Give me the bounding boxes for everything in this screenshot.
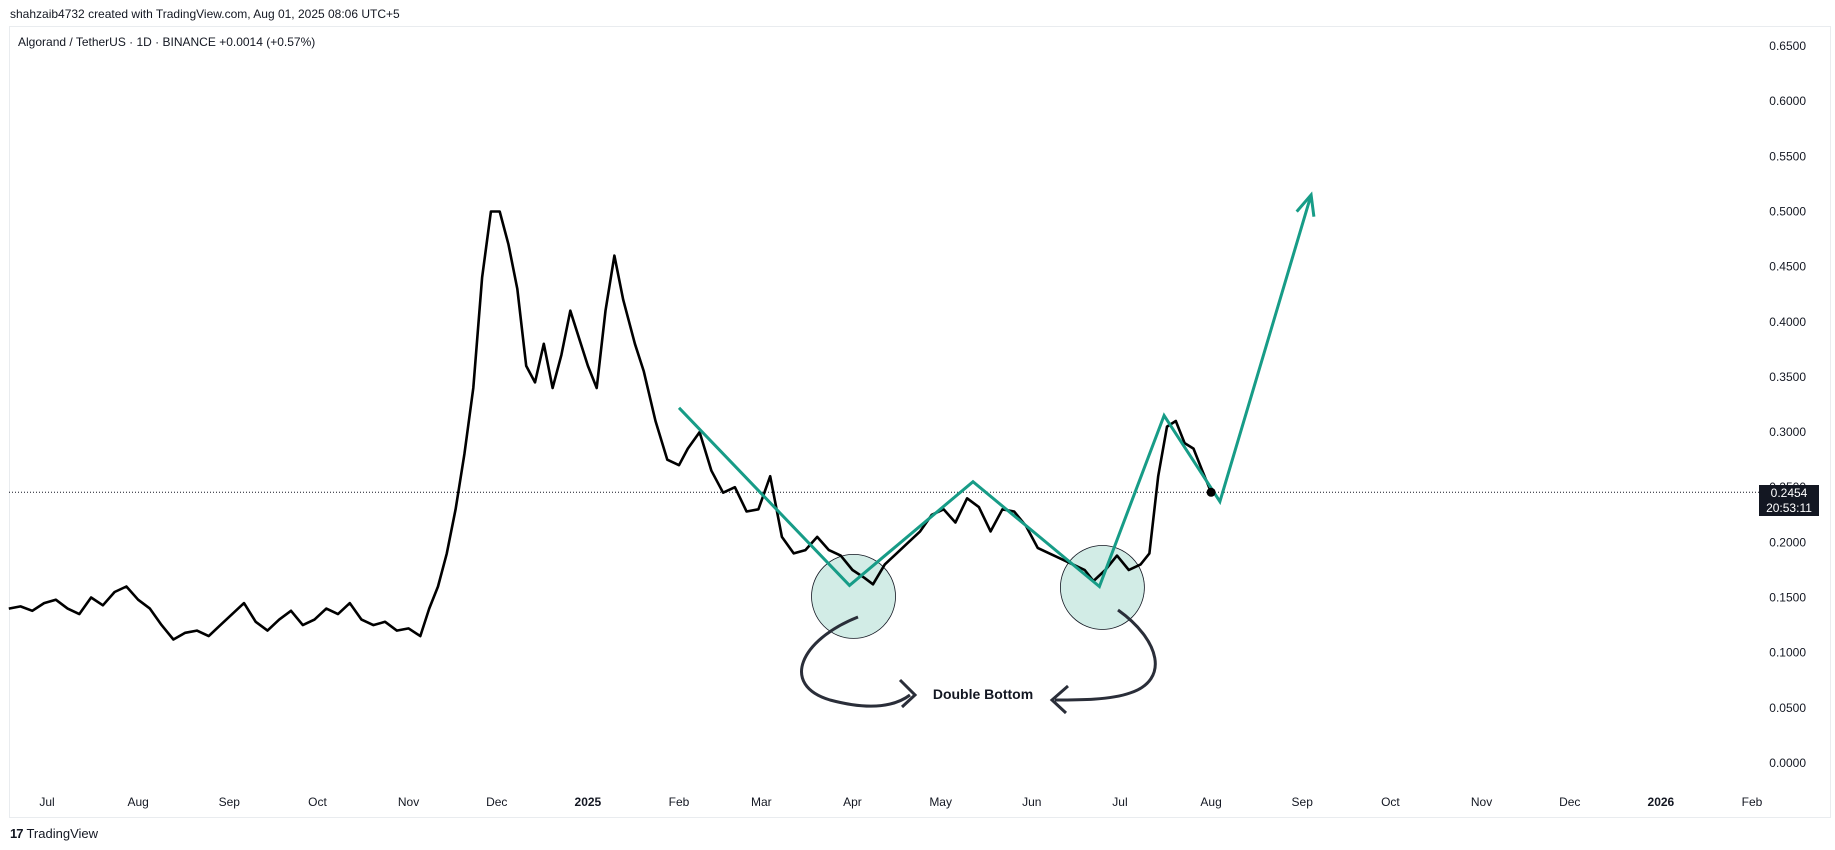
y-tick-label: 0.6500 (1769, 39, 1806, 53)
x-tick-label: Dec (1559, 795, 1580, 809)
y-tick-label: 0.0500 (1769, 701, 1806, 715)
symbol-legend: Algorand / TetherUS · 1D · BINANCE +0.00… (18, 35, 316, 49)
y-tick-label: 0.4000 (1769, 315, 1806, 329)
top-bar: shahzaib4732 created with TradingView.co… (0, 0, 1835, 26)
x-tick-label: Apr (843, 795, 862, 809)
double-bottom-label: Double Bottom (933, 686, 1033, 702)
last-price-dot (1206, 487, 1216, 497)
arrowhead-left-icon (898, 678, 918, 709)
y-tick-label: 0.6000 (1769, 94, 1806, 108)
x-tick-label: Aug (127, 795, 148, 809)
x-tick-label: Dec (486, 795, 507, 809)
arrowhead-right-icon (1049, 684, 1069, 715)
y-tick-label: 0.3000 (1769, 425, 1806, 439)
x-tick-label: Jul (39, 795, 54, 809)
x-tick-label: Oct (308, 795, 327, 809)
bar-countdown: 20:53:11 (1766, 501, 1812, 515)
last-price-badge: 0.2454 20:53:11 (1759, 485, 1819, 516)
y-tick-label: 0.4500 (1769, 260, 1806, 274)
price-line (8, 210, 1213, 641)
y-tick-label: 0.1000 (1769, 646, 1806, 660)
x-tick-label: Feb (669, 795, 690, 809)
last-price-value: 0.2454 (1770, 486, 1808, 500)
x-tick-label: Sep (219, 795, 241, 809)
pattern-arrowhead-icon (1295, 191, 1316, 217)
double-bottom-circle-2 (1059, 545, 1145, 630)
x-tick-label: Aug (1200, 795, 1221, 809)
x-tick-label: Mar (751, 795, 772, 809)
y-tick-label: 0.3500 (1769, 370, 1806, 384)
x-tick-label: 2026 (1648, 795, 1675, 809)
x-tick-label: Nov (398, 795, 419, 809)
tradingview-logo-icon: 17 (10, 825, 24, 841)
x-tick-label: Nov (1471, 795, 1492, 809)
y-tick-label: 0.5500 (1769, 149, 1806, 163)
y-tick-label: 0.2000 (1769, 535, 1806, 549)
x-tick-label: Jun (1022, 795, 1041, 809)
curved-arrow-right-icon (1054, 608, 1157, 702)
y-tick-label: 0.1500 (1769, 591, 1806, 605)
x-axis: Jul Aug Sep Oct Nov Dec 2025 Feb Mar Apr May Jun Jul… (39, 795, 1762, 809)
x-tick-label: Sep (1292, 795, 1314, 809)
pattern-zigzag-line (677, 194, 1313, 589)
x-tick-label: Oct (1381, 795, 1400, 809)
created-by-text: shahzaib4732 created with TradingView.co… (10, 7, 400, 21)
x-tick-label: May (929, 795, 952, 809)
y-tick-label: 0.5000 (1769, 204, 1806, 218)
footer-brand[interactable]: 17 TradingView (10, 824, 98, 842)
x-tick-label: 2025 (575, 795, 602, 809)
y-tick-label: 0.0000 (1769, 756, 1806, 770)
y-axis: 0.6500 0.6000 0.5500 0.5000 0.4500 0.4000 0.35… (1769, 39, 1806, 770)
double-bottom-circle-1 (811, 554, 896, 639)
x-tick-label: Jul (1112, 795, 1127, 809)
curved-arrow-left-icon (800, 615, 911, 708)
x-tick-label: Feb (1742, 795, 1763, 809)
tradingview-brand-text: TradingView (26, 825, 99, 841)
chart-frame[interactable] (9, 26, 1831, 818)
